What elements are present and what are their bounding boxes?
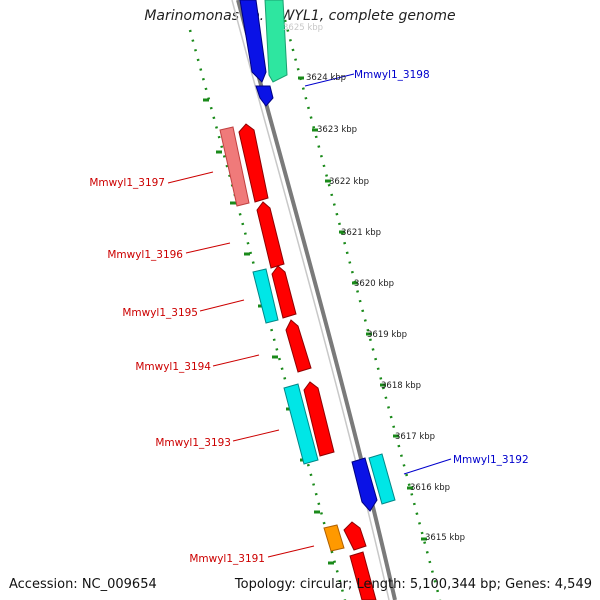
gene-label[interactable]: Mmwyl1_3193 [155,437,231,449]
gene-feature-mmwyl1-3193-b[interactable] [303,381,335,457]
gene-feature-mmwyl1-3198-a[interactable] [264,0,288,83]
gene-feature-mmwyl1-3191-b[interactable] [343,521,367,551]
gene-feature-mmwyl1-3197-a[interactable] [219,126,250,207]
gene-feature-mmwyl1-3192-b[interactable] [368,453,396,505]
accession-text: Accession: NC_009654 [9,577,157,592]
gene-feature-mmwyl1-3191-a[interactable] [323,524,345,552]
kbp-tick-label: 3623 kbp [317,125,357,135]
gene-feature-mmwyl1-3190[interactable] [349,551,377,600]
kbp-tick-label: 3621 kbp [341,228,381,238]
gene-feature-mmwyl1-3193-a[interactable] [283,383,319,465]
kbp-tick-label: 3620 kbp [354,279,394,289]
kbp-tick-label: 3616 kbp [410,483,450,493]
gene-feature-mmwyl1-3198-c[interactable] [255,85,274,107]
kbp-tick-label: 3618 kbp [381,381,421,391]
kbp-tick-label: 3624 kbp [306,73,346,83]
kbp-tick-label: 3615 kbp [425,533,465,543]
outer-tick-ring [283,19,442,600]
gene-label[interactable]: Mmwyl1_3192 [453,454,529,466]
gene-label[interactable]: Mmwyl1_3195 [122,307,198,319]
gene-feature-mmwyl1-3198-b[interactable] [239,0,267,83]
topology-text: Topology: circular; Length: 5,100,344 bp… [234,577,592,592]
gene-label[interactable]: Mmwyl1_3194 [135,361,211,373]
gene-feature-mmwyl1-3192-a[interactable] [351,457,378,512]
kbp-tick-label: 3625 kbp [283,23,323,33]
gene-label[interactable]: Mmwyl1_3198 [354,69,430,81]
kbp-tick-label: 3619 kbp [367,330,407,340]
gene-label[interactable]: Mmwyl1_3191 [189,553,265,565]
kbp-tick-label: 3617 kbp [395,432,435,442]
genome-title: Marinomonas sp. MWYL1, complete genome [144,8,456,24]
gene-label[interactable]: Mmwyl1_3197 [89,177,165,189]
gene-feature-mmwyl1-3195-a[interactable] [252,268,279,324]
gene-label[interactable]: Mmwyl1_3196 [107,249,183,261]
kbp-tick-label: 3622 kbp [329,177,369,187]
gene-feature-mmwyl1-3197-b[interactable] [238,123,269,203]
gene-feature-mmwyl1-3195-b[interactable] [271,265,297,319]
gene-feature-mmwyl1-3196[interactable] [256,201,285,269]
gene-feature-mmwyl1-3194[interactable] [285,319,312,373]
